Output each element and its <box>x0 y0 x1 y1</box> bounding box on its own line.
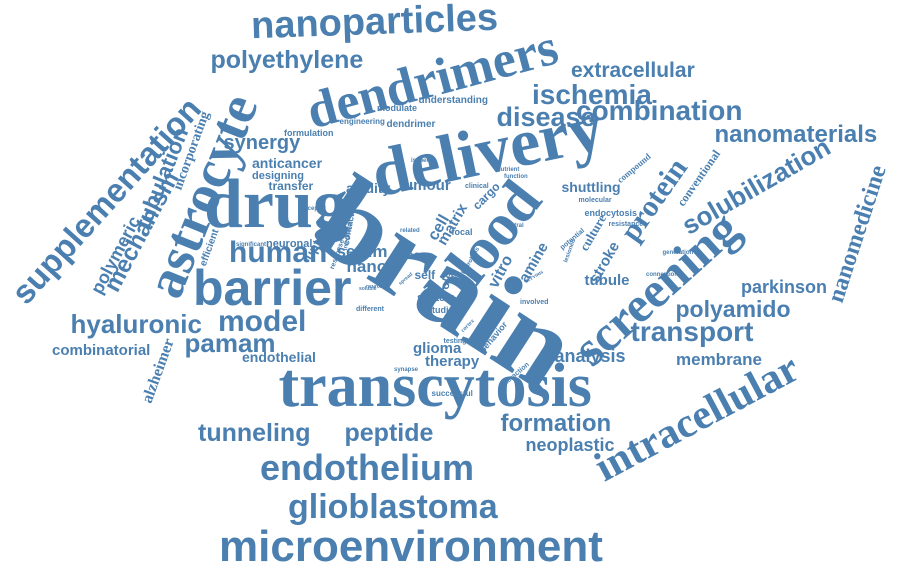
word-model: model <box>218 305 307 338</box>
word-nanoparticles: nanoparticles <box>249 0 499 48</box>
word-tumour: tumour <box>399 176 451 194</box>
word-transport: transport <box>630 316 754 347</box>
word-clinical: clinical <box>465 182 489 190</box>
word-related: related <box>400 228 420 234</box>
word-bec: bec <box>399 248 421 262</box>
word-central: central <box>504 223 524 229</box>
word-analysis: analysis <box>554 346 626 366</box>
word-microenvironment: microenvironment <box>219 522 603 571</box>
word-therapy: therapy <box>425 352 480 370</box>
word-soluble: soluble <box>359 285 377 292</box>
word-designing: designing <box>252 169 304 182</box>
word-parkinson: parkinson <box>741 277 828 297</box>
word-dendrimer: dendrimer <box>386 119 436 130</box>
word-modulate: modulate <box>377 102 418 113</box>
word-transcytosis: transcytosis <box>278 352 592 420</box>
word-synapse: synapse <box>394 367 419 373</box>
word-combination: combination <box>576 95 743 126</box>
word-drug: drug <box>204 166 348 243</box>
word-ischemia: ischemia <box>532 79 652 110</box>
word-formulation: formulation <box>284 127 334 138</box>
word-connection: connection <box>646 272 679 278</box>
word-transfer: transfer <box>268 179 314 193</box>
word-different: different <box>356 305 384 313</box>
word-understanding: understanding <box>418 95 488 106</box>
word-function: function <box>504 174 528 180</box>
word-tubule: tubule <box>584 271 630 289</box>
word-peptide: peptide <box>344 418 434 447</box>
word-pamam: pamam <box>184 328 276 358</box>
word-nano: nano <box>346 256 388 276</box>
word-tunneling: tunneling <box>198 418 311 447</box>
word-nutrient: nutrient <box>497 167 520 173</box>
word-involved: involved <box>520 298 549 306</box>
word-glioma: glioma <box>413 339 462 357</box>
word-extracellular: extracellular <box>571 58 695 82</box>
word-neurons: neurons <box>366 283 386 290</box>
word-receptor: receptor <box>302 206 327 212</box>
word-generation: generation <box>662 250 694 256</box>
word-endocytosis: endocytosis <box>584 207 638 218</box>
word-testing: testing <box>443 337 467 345</box>
word-endothelial: endothelial <box>242 349 316 365</box>
word-avidity: avidity <box>346 180 391 196</box>
word-serum: serum <box>336 241 388 261</box>
word-endothelium: endothelium <box>260 447 474 488</box>
word-resistance: resistance <box>608 220 644 228</box>
word-barrier: barrier <box>193 260 352 316</box>
word-anticancer: anticancer <box>252 155 323 171</box>
word-polyethylene: polyethylene <box>210 45 364 74</box>
word-polyamido: polyamido <box>675 295 791 322</box>
word-formation: formation <box>500 410 612 437</box>
word-synergy: synergy <box>223 132 301 154</box>
word-engineering: engineering <box>339 117 385 126</box>
word-glioblastoma: glioblastoma <box>288 488 498 526</box>
word-nanomedicine: nanomedicine <box>822 162 892 306</box>
word-hyaluronic: hyaluronic <box>70 309 202 339</box>
word-neuronal: neuronal <box>266 237 313 250</box>
word-system: system <box>417 291 455 304</box>
word-membrane: membrane <box>676 349 762 369</box>
word-nanomaterials: nanomaterials <box>714 121 878 148</box>
word-shuttling: shuttling <box>561 179 621 195</box>
word-combinatorial: combinatorial <box>52 341 151 359</box>
word-human: human <box>229 236 328 269</box>
word-disease: disease <box>496 101 596 132</box>
word-molecular: molecular <box>578 196 612 204</box>
word-successful: successful <box>431 389 473 398</box>
word-focal: focal <box>451 226 473 237</box>
word-neoplastic: neoplastic <box>525 435 615 455</box>
word-significant: significant <box>236 242 267 248</box>
word-ischemic: ischemic <box>411 158 437 164</box>
word-studies: studies <box>427 304 459 315</box>
word-self: self <box>414 268 436 282</box>
